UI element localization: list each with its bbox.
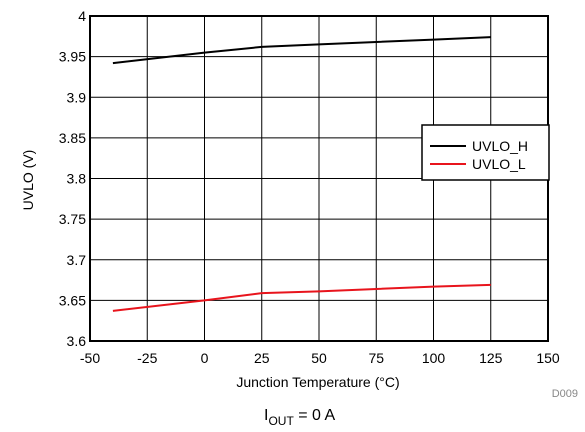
x-axis-label: Junction Temperature (°C) bbox=[236, 374, 399, 390]
y-tick-label: 3.95 bbox=[59, 49, 86, 65]
caption: IOUT = 0 A bbox=[264, 407, 335, 428]
x-tick-label: -25 bbox=[137, 350, 157, 366]
x-tick-label: 125 bbox=[479, 350, 503, 366]
x-tick-label: 150 bbox=[536, 350, 560, 366]
legend-label-uvlo-l: UVLO_L bbox=[472, 156, 526, 172]
x-tick-labels: -50 -25 0 25 50 75 100 125 150 bbox=[80, 350, 560, 366]
series-layer bbox=[112, 36, 491, 312]
figure-id: D009 bbox=[552, 388, 578, 400]
y-tick-label: 3.8 bbox=[67, 171, 87, 187]
y-tick-label: 3.85 bbox=[59, 130, 86, 146]
x-tick-label: 75 bbox=[368, 350, 384, 366]
series-line-uvlo-h bbox=[112, 36, 491, 65]
y-tick-labels: 3.6 3.65 3.7 3.75 3.8 3.85 3.9 3.95 4 bbox=[59, 8, 86, 349]
y-tick-label: 3.6 bbox=[67, 333, 87, 349]
caption-main: I bbox=[264, 407, 268, 424]
caption-suffix: = 0 A bbox=[294, 407, 336, 424]
x-tick-label: 0 bbox=[201, 350, 209, 366]
y-tick-label: 4 bbox=[78, 8, 86, 24]
y-tick-label: 3.7 bbox=[67, 252, 87, 268]
x-tick-label: 100 bbox=[422, 350, 446, 366]
y-tick-label: 3.75 bbox=[59, 211, 86, 227]
x-tick-label: 25 bbox=[254, 350, 270, 366]
x-tick-label: 50 bbox=[311, 350, 327, 366]
series-line-uvlo-l bbox=[112, 283, 491, 312]
legend-label-uvlo-h: UVLO_H bbox=[472, 138, 528, 154]
y-tick-label: 3.9 bbox=[67, 89, 87, 105]
x-tick-label: -50 bbox=[80, 350, 100, 366]
caption-subscript: OUT bbox=[268, 414, 294, 428]
y-tick-label: 3.65 bbox=[59, 292, 86, 308]
legend: UVLO_H UVLO_L bbox=[421, 124, 550, 181]
y-axis-label: UVLO (V) bbox=[20, 150, 36, 211]
legend-box bbox=[421, 124, 550, 181]
